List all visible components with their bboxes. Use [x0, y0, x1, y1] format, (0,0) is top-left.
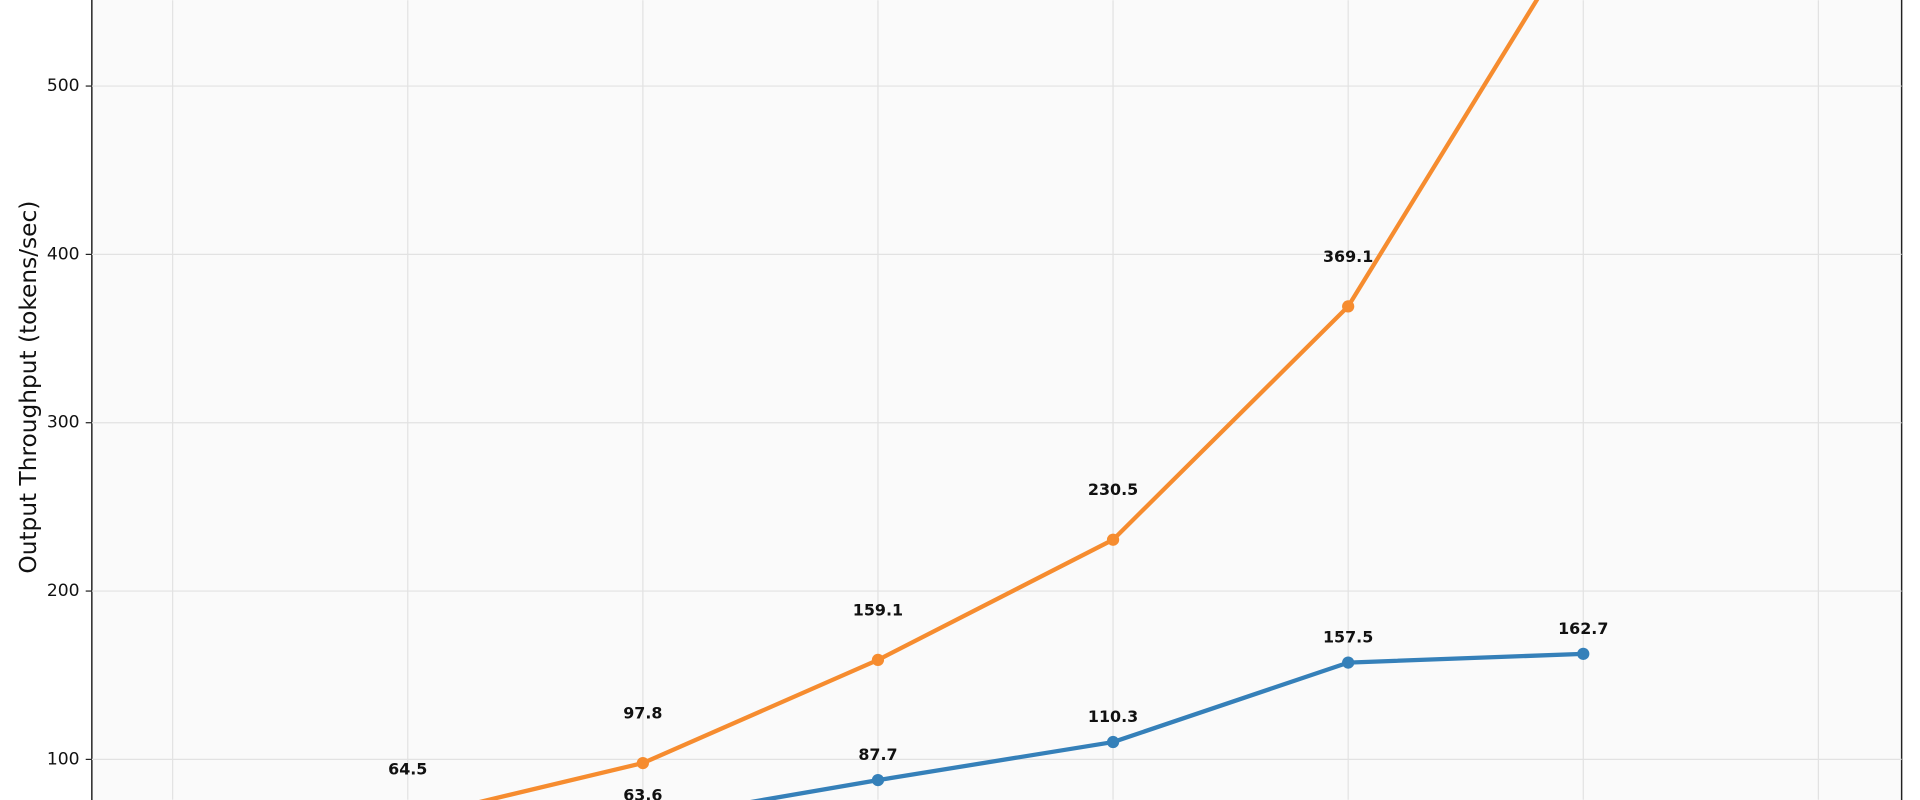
point — [1342, 656, 1355, 669]
y-tick-label: 100 — [47, 749, 80, 769]
y-tick-label: 300 — [47, 413, 80, 433]
y-tick-label: 200 — [47, 581, 80, 601]
y-tick-label: 500 — [47, 76, 80, 96]
point — [871, 653, 885, 667]
data-label: 157.5 — [1323, 628, 1373, 647]
point — [1106, 735, 1120, 749]
data-label: 63.6 — [623, 786, 662, 800]
series: 64.597.8159.1230.5369.159663.687.7110.31… — [388, 0, 1608, 800]
point — [636, 756, 649, 770]
plot-area — [91, 0, 1903, 800]
y-axis-label: Output Throughput (tokens/sec) — [15, 201, 42, 574]
point — [871, 773, 885, 787]
data-label: 162.7 — [1558, 619, 1608, 638]
data-label: 159.1 — [853, 600, 903, 619]
y-tick-label: 400 — [47, 244, 80, 264]
point — [1577, 647, 1590, 660]
data-label: 369.1 — [1323, 247, 1373, 266]
data-label: 64.5 — [388, 760, 427, 779]
series-line — [478, 0, 1540, 800]
data-label: 97.8 — [623, 704, 662, 723]
data-label: 110.3 — [1088, 707, 1138, 726]
point — [1106, 533, 1120, 546]
point — [1342, 300, 1355, 313]
data-label: 230.5 — [1088, 480, 1138, 499]
data-label: 87.7 — [858, 745, 897, 764]
